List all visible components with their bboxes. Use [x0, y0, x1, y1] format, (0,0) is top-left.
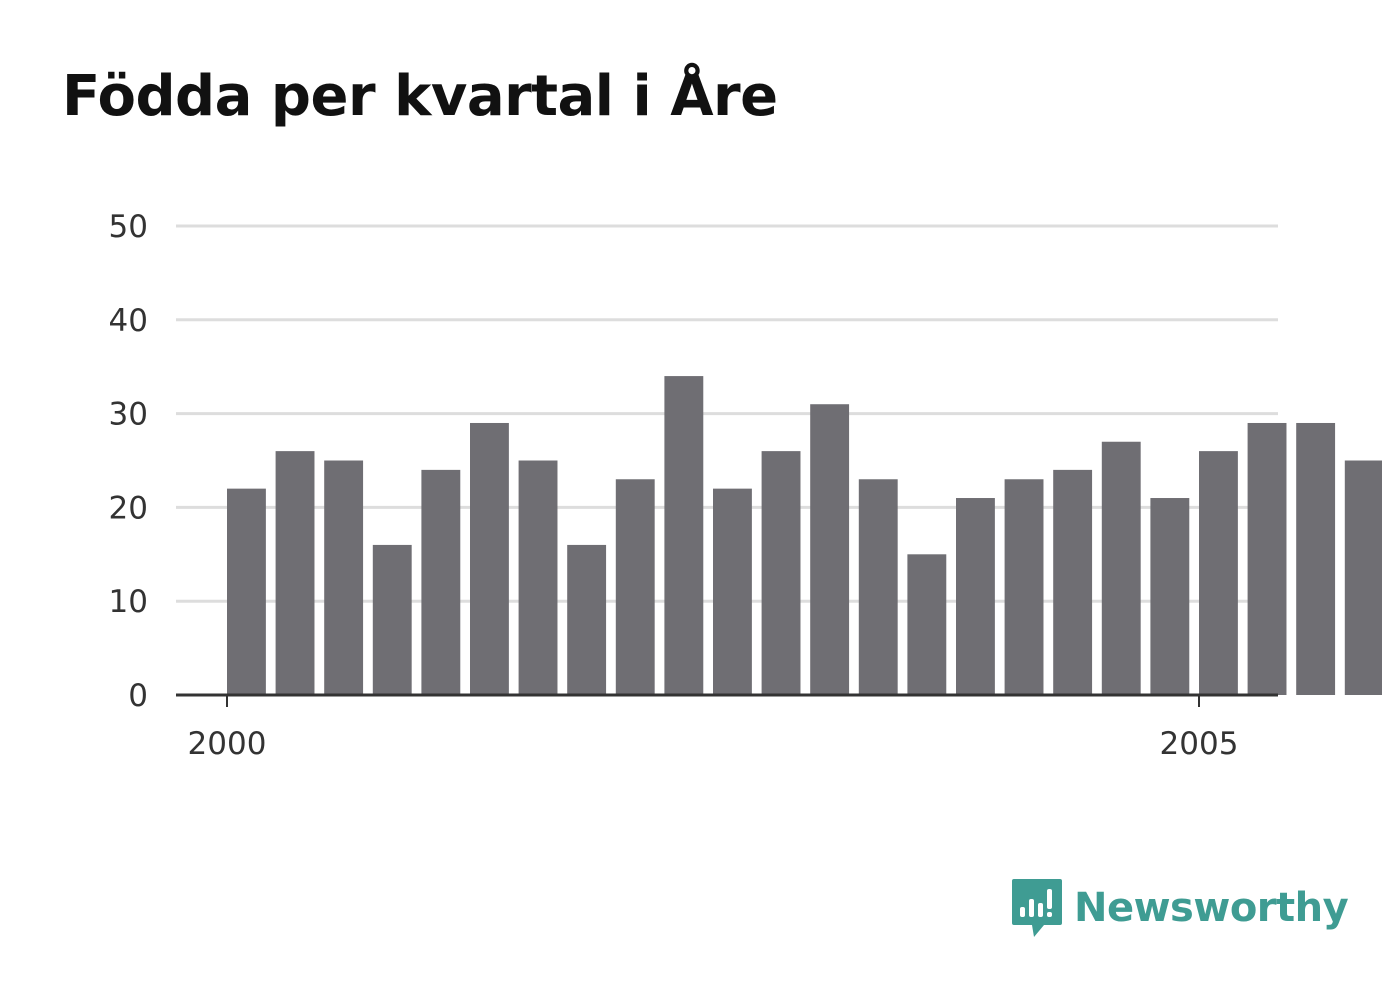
y-tick-label: 0: [128, 678, 148, 714]
bar: [518, 460, 558, 695]
y-tick-label: 30: [109, 397, 148, 433]
bar: [1344, 460, 1382, 695]
y-tick-label: 50: [109, 209, 148, 245]
bars: [227, 376, 1382, 695]
bar: [470, 422, 509, 695]
x-tick-label: 2000: [188, 726, 267, 762]
bar: [713, 488, 752, 695]
bar: [761, 451, 801, 695]
bar: [372, 544, 412, 695]
bar: [858, 479, 898, 695]
bar: [567, 544, 607, 695]
bar: [324, 460, 364, 695]
axes: 01020304050200020052010201520202025: [109, 209, 1278, 762]
bar: [1247, 422, 1287, 695]
x-tick-label: 2005: [1160, 726, 1239, 762]
bar: [275, 451, 315, 695]
bar: [1150, 498, 1190, 695]
y-tick-label: 20: [109, 490, 148, 526]
y-tick-label: 40: [109, 303, 148, 339]
bar: [907, 554, 947, 695]
bar: [810, 404, 850, 695]
bar: [1053, 469, 1093, 695]
chart-title: Födda per kvartal i Åre: [62, 64, 778, 129]
brand-name: Newsworthy: [1074, 885, 1349, 931]
bar: [1296, 422, 1336, 695]
bar: [1101, 441, 1141, 695]
newsworthy-logo-icon: [1012, 879, 1062, 937]
bar: [1004, 479, 1044, 695]
y-tick-label: 10: [109, 584, 148, 620]
bar: [615, 479, 655, 695]
bar: [664, 376, 704, 695]
bar: [421, 469, 461, 695]
bar: [1199, 451, 1238, 695]
bar: [227, 488, 266, 695]
newsworthy-brand: Newsworthy: [1010, 876, 1349, 940]
bar: [956, 498, 995, 695]
